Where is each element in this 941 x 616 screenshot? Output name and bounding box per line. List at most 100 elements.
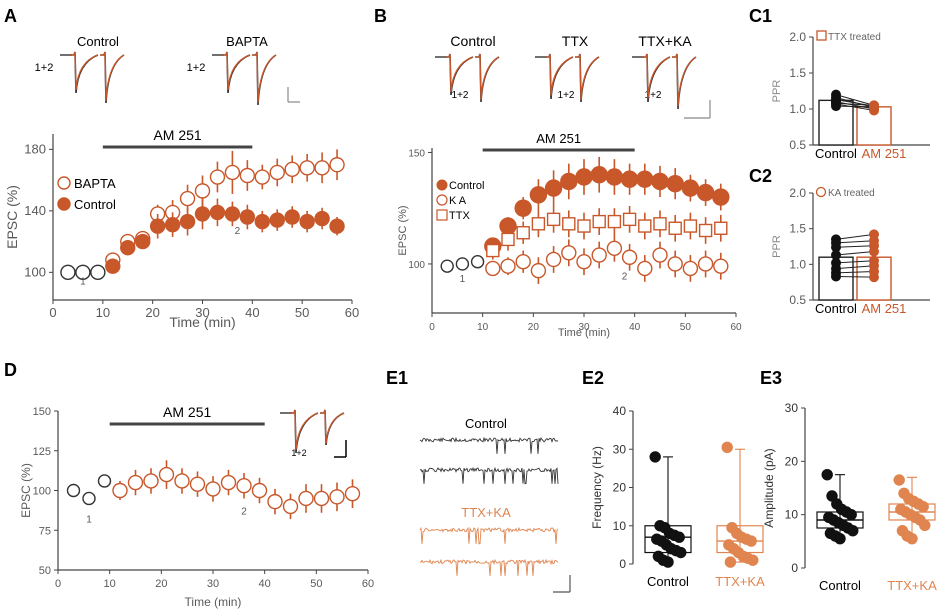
- data-point: [682, 260, 699, 277]
- panel-letter-e1: E1: [386, 368, 408, 388]
- x-tick-label: 0: [55, 578, 61, 590]
- trace-tag-b3: 1+2: [645, 90, 662, 101]
- epsc-trace: [642, 53, 671, 99]
- epsc-trace: [222, 51, 251, 91]
- data-point: [606, 240, 623, 257]
- x-tick-label: 40: [259, 578, 271, 590]
- chart-e2: 0 10 20 30 40 Frequency (Hz) Control TTX+KA: [590, 404, 765, 589]
- epsc-trace: [575, 53, 600, 100]
- epsc-trace: [475, 53, 500, 100]
- pair-line: [835, 233, 875, 240]
- x-tick-label: 10: [104, 578, 116, 590]
- epsc-trace: [290, 409, 319, 454]
- data-point: [847, 524, 859, 537]
- pair-line: [835, 260, 875, 264]
- x-label-0: Control: [647, 574, 689, 589]
- epsc-trace: [445, 53, 474, 96]
- x-tick-label: 60: [345, 305, 359, 320]
- data-point: [239, 209, 256, 225]
- data-point: [531, 217, 546, 231]
- data-point: [516, 226, 530, 240]
- timepoint-2-label: 2: [622, 272, 628, 283]
- y-axis-label: PPR: [771, 235, 783, 258]
- trace-tag-b2: 1+2: [558, 90, 575, 101]
- data-point: [329, 218, 345, 234]
- data-point: [269, 164, 285, 181]
- data-point: [267, 493, 283, 510]
- timepoint-1-label: 1: [86, 514, 92, 525]
- legend-marker-control: [436, 179, 448, 191]
- chart-d: 0 10 20 30 40 50 60 50 75 100 125 150 Time (min) EPSC…: [19, 404, 374, 609]
- panel-e2: E2 0 10 20 30 40 Frequency (Hz) Control TTX+KA: [582, 368, 765, 589]
- data-point: [622, 212, 637, 227]
- y-tick-label: 2.0: [789, 30, 806, 44]
- data-point: [514, 199, 532, 217]
- pair-line: [835, 102, 875, 106]
- data-point: [284, 209, 300, 225]
- data-point: [562, 217, 576, 231]
- data-point: [869, 272, 879, 283]
- data-point: [470, 255, 485, 269]
- y-axis-label: Frequency (Hz): [590, 446, 604, 529]
- epsc-trace: [222, 51, 251, 94]
- data-point: [164, 216, 181, 233]
- trace-label-bapta-a: BAPTA: [226, 34, 268, 49]
- y-tick-label: 0: [791, 561, 798, 575]
- data-point: [869, 101, 879, 112]
- data-point: [637, 260, 653, 277]
- epsc-trace: [672, 53, 697, 110]
- pair-line: [835, 94, 875, 106]
- data-point: [485, 260, 501, 277]
- pair-line: [835, 105, 875, 108]
- x-tick-label: 50: [680, 322, 692, 333]
- data-point: [697, 256, 714, 272]
- data-point: [917, 500, 929, 513]
- data-point: [284, 161, 300, 178]
- x-label-1: TTX+KA: [715, 574, 765, 589]
- data-point: [845, 508, 857, 521]
- data-point: [546, 212, 561, 227]
- epsc-trace: [445, 53, 474, 93]
- pair-line: [835, 250, 875, 256]
- data-point: [651, 172, 669, 191]
- legend-marker: [816, 30, 827, 41]
- x-tick-label: 0: [49, 305, 56, 320]
- data-point: [747, 554, 759, 566]
- x-label-am251: AM 251: [862, 301, 907, 316]
- data-point: [455, 257, 470, 271]
- data-point: [577, 219, 591, 233]
- epsc-trace: [320, 409, 345, 444]
- epsc-trace: [672, 53, 697, 107]
- legend-label-control: Control: [449, 180, 484, 192]
- y-axis-label: EPSC (%): [4, 185, 20, 249]
- panel-e3: E3 0 10 20 30 Amplitude (pA) Control TTX+KA: [760, 368, 937, 593]
- data-point: [721, 441, 733, 454]
- y-tick-label: 100: [33, 486, 51, 498]
- legend-marker-ka: [436, 194, 448, 206]
- y-axis-label: PPR: [771, 80, 783, 103]
- panel-letter-b: B: [374, 6, 387, 26]
- data-point: [66, 483, 81, 498]
- ttxka-trace-1: [419, 526, 559, 545]
- chart-c2: 0.5 1.0 1.5 2.0 PPR Control AM 251 KA treated: [771, 186, 930, 316]
- x-label-0: Control: [819, 578, 861, 593]
- legend-marker-ttx: [436, 209, 448, 221]
- data-point: [667, 256, 683, 272]
- data-point: [314, 210, 330, 227]
- data-point: [673, 531, 685, 543]
- y-tick-label: 100: [408, 260, 425, 271]
- data-point: [638, 219, 652, 233]
- timepoint-2-label: 2: [235, 226, 241, 237]
- data-point: [681, 179, 700, 197]
- data-point: [696, 183, 715, 202]
- data-point: [251, 482, 268, 499]
- data-point: [149, 218, 166, 234]
- epsc-trace: [252, 51, 277, 103]
- trace-label-control-b: Control: [450, 33, 495, 49]
- x-tick-label: 40: [629, 322, 641, 333]
- e1-label-control: Control: [465, 416, 507, 431]
- data-point: [254, 213, 270, 230]
- chart-a: 0 10 20 30 40 50 60 100 140 180 Time (min) EPSC (%)…: [4, 127, 359, 330]
- x-label-control: Control: [815, 146, 857, 161]
- chart-e3: 0 10 20 30 Amplitude (pA) Control TTX+KA: [762, 401, 937, 593]
